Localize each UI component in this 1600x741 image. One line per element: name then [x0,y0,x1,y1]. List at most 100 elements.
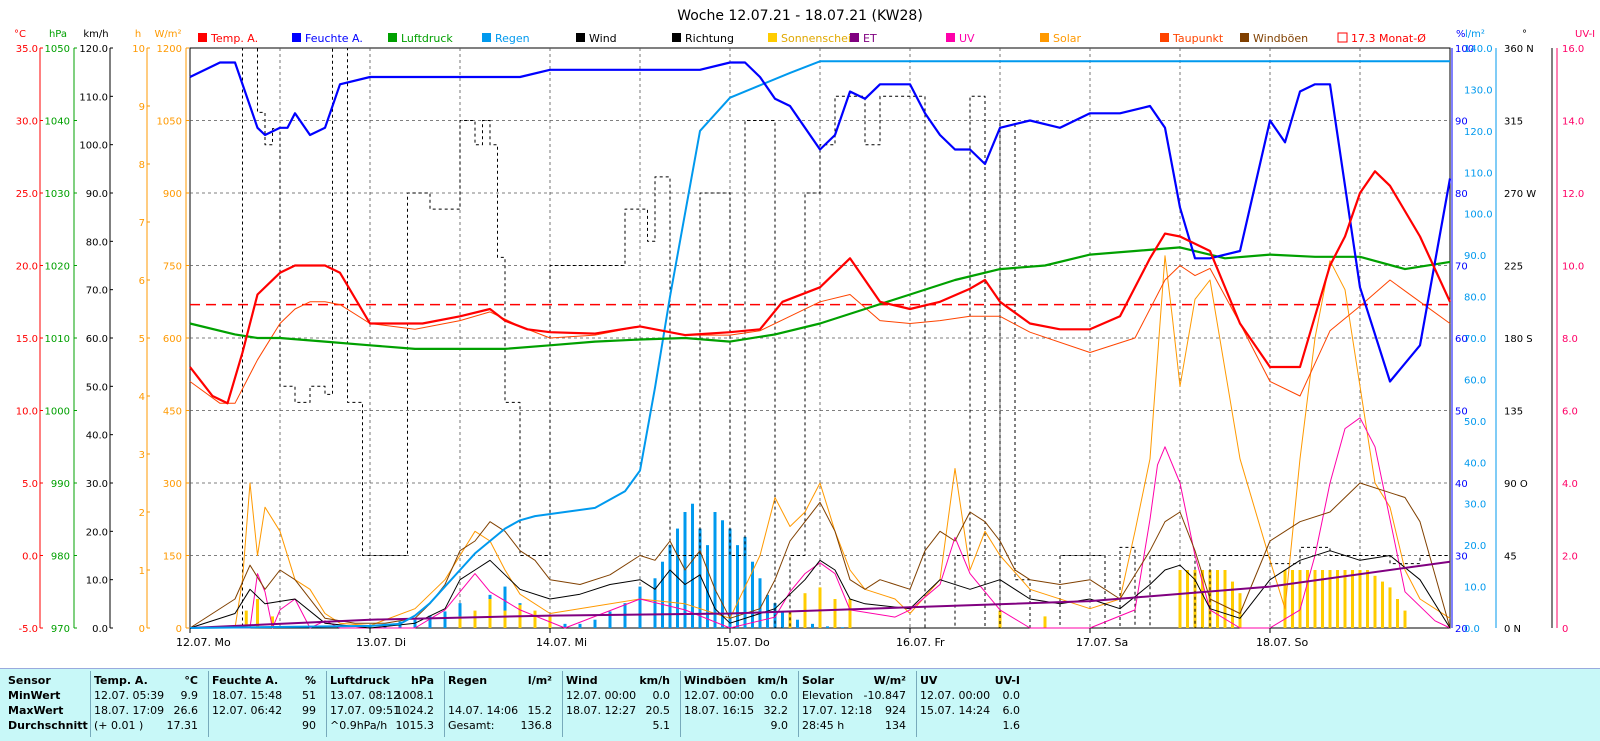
legend-label: Luftdruck [401,32,453,45]
sunshine-bar [1291,570,1294,628]
sunshine-bar [833,599,837,628]
direction-tick-label: 180 S [1504,334,1533,345]
stats-temp-info: 12.07. 05:39 [94,689,165,702]
stats-wind-row: 5.1 [566,718,671,733]
sunshine-bar [1238,593,1242,628]
stats-pressure-row: 17.07. 09:51 1024.2 [330,703,434,718]
stats-humidity-info: 18.07. 15:48 [212,689,283,702]
stats-separator [916,671,917,737]
humidity-tick-label: 60 [1455,334,1468,345]
sunshine-bar [1306,570,1309,628]
stats-rain-row: 14.07. 14:06 15.2 [448,703,552,718]
temp-tick-label: 15.0 [16,334,38,345]
sunshine-bar [1388,587,1392,628]
legend-label: ET [863,32,877,45]
stats-temp-column: Temp. A. °C 12.07. 05:39 9.9 18.07. 17:09 26.… [94,673,198,733]
stats-temp-row: 12.07. 05:39 9.9 [94,688,198,703]
sunshine-bar [533,610,537,628]
rain-bar [428,615,432,628]
stats-wind-row: 18.07. 12:27 20.5 [566,703,670,718]
solar-tick-label: 150 [163,552,182,563]
stats-gusts-value: 0.0 [770,689,789,702]
humidity-tick-label: 100 [1455,44,1474,55]
stats-uv-column: UV UV-I 12.07. 00:00 0.0 15.07. 14:24 6.0 1.6 [920,673,1020,733]
uvi-tick-label: 6.0 [1562,407,1578,418]
rain-tick-label: 50.0 [1464,417,1486,428]
legend-label: Sonnenschein [781,32,858,45]
rain-bar [698,528,702,628]
temp-axis-unit: °C [14,29,26,40]
rain-tick-label: 100.0 [1464,210,1493,221]
stats-gusts-name: Windböen [684,674,747,687]
stats-separator [798,671,799,737]
sunshine-bar [1223,570,1227,628]
stats-temp-row: 18.07. 17:09 26.6 [94,703,198,718]
legend-swatch [672,33,681,42]
stats-row-label: Durchschnitt [8,719,88,732]
stats-wind-info: 12.07. 00:00 [566,689,637,702]
pressure-tick-label: 1050 [45,44,70,55]
sunshine-bar [1373,575,1377,628]
sunshine-bar [1358,570,1362,628]
stats-temp-info: (+ 0.01 ) [94,719,144,732]
stats-uv-value: 6.0 [1002,704,1021,717]
rain-bar [503,586,507,628]
legend-label: Regen [495,32,530,45]
legend-label: Feuchte A. [305,32,363,45]
sunshine-bar [998,610,1002,628]
rain-tick-label: 70.0 [1464,334,1486,345]
stats-rain-info: 14.07. 14:06 [448,704,519,717]
stats-humidity-value: 90 [302,719,316,732]
uvi-tick-label: 2.0 [1562,552,1578,563]
humidity-tick-label: 40 [1455,479,1468,490]
stats-uv-row: 1.6 [920,718,1021,733]
stats-humidity-row: 90 [212,718,316,733]
rain-bar [443,611,447,628]
stats-solar-value: 924 [885,704,906,717]
rain-bar [593,619,597,628]
sunshine-bar [1201,570,1204,628]
rain-tick-label: 30.0 [1464,500,1486,511]
stats-separator [90,671,91,737]
rain-tick-label: 20.0 [1464,541,1486,552]
stats-solar-name: Solar [802,674,835,687]
stats-wind-header: Wind km/h [566,673,670,688]
stats-pressure-header: Luftdruck hPa [330,673,434,688]
hours-tick-label: 3 [139,450,145,461]
sunshine-bar [458,616,462,628]
x-tick-label: 14.07. Mi [536,636,587,649]
stats-pressure-value: 1008.1 [395,689,435,702]
hours-tick-label: 6 [139,276,145,287]
rain-bar [751,561,754,628]
direction-tick-label: 315 [1504,117,1523,128]
x-tick-label: 15.07. Do [716,636,770,649]
stats-separator [444,671,445,737]
sunshine-bar [1186,570,1189,628]
humidity-tick-label: 90 [1455,117,1468,128]
stats-row-label: MaxWert [8,704,64,717]
stats-gusts-value: 32.2 [763,704,789,717]
rain-axis-unit: l/m² [1465,29,1485,40]
sunshine-bar [1366,570,1369,628]
legend-swatch [850,33,859,42]
uvi-tick-label: 10.0 [1562,262,1584,273]
sunshine-bar [1321,570,1324,628]
stats-pressure-unit: hPa [410,674,434,687]
rain-bar [661,561,664,628]
rain-tick-label: 110.0 [1464,168,1493,179]
humidity-tick-label: 30 [1455,552,1468,563]
legend-label: Temp. A. [210,32,258,45]
solar-tick-label: 450 [163,407,182,418]
stats-pressure-name: Luftdruck [330,674,390,687]
uvi-tick-label: 12.0 [1562,189,1584,200]
legend-swatch [576,33,585,42]
rain-bar [691,503,694,628]
temp-tick-label: -5.0 [18,624,38,635]
direction-tick-label: 90 O [1504,479,1528,490]
stats-temp-header: Temp. A. °C [94,673,198,688]
legend-label: 17.3 Monat-Ø [1351,32,1426,45]
pressure-tick-label: 990 [51,479,70,490]
sunshine-bar [1343,570,1347,628]
stats-uv-value: 1.6 [1002,719,1021,732]
rain-bar [811,623,814,628]
